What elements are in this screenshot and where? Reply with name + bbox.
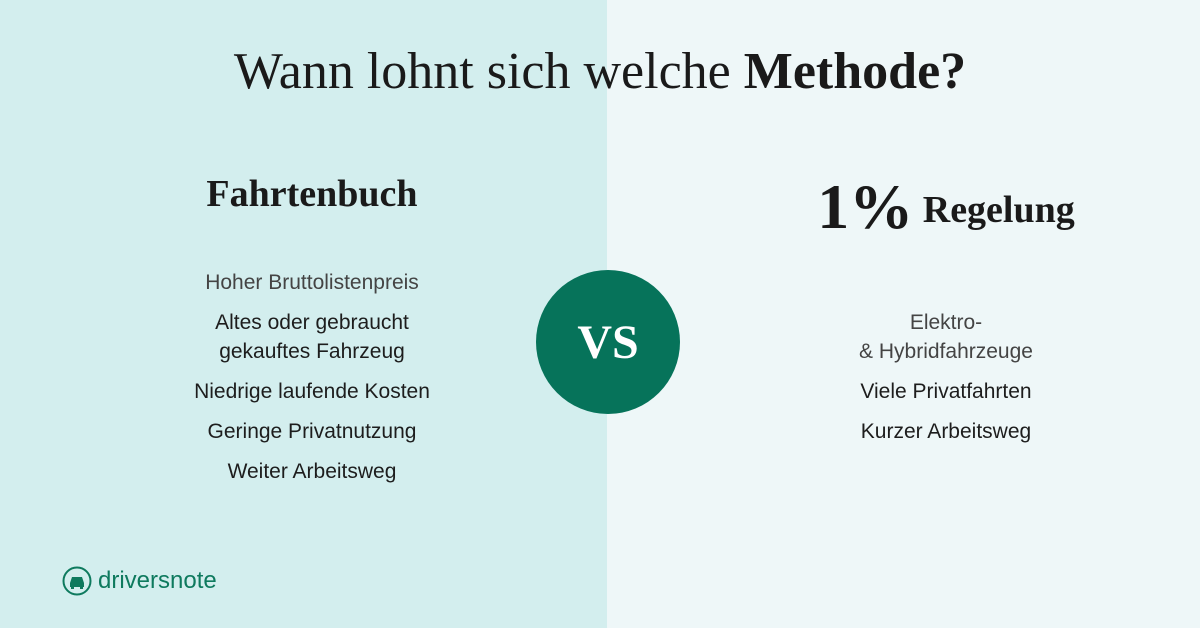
percent-symbol: 1%	[817, 171, 914, 242]
logo: driversnote	[62, 566, 217, 596]
item-line: gekauftes Fahrzeug	[219, 340, 405, 363]
left-heading: Fahrtenbuch	[206, 173, 418, 215]
item-line: Viele Privatfahrten	[860, 380, 1032, 403]
logo-text: driversnote	[98, 567, 217, 594]
list-item: Geringe Privatnutzung	[112, 417, 512, 446]
item-line: Niedrige laufende Kosten	[194, 380, 430, 403]
item-line: Hoher Bruttolistenpreis	[205, 271, 419, 294]
item-line: Altes oder gebraucht	[215, 311, 409, 334]
list-item: Weiter Arbeitsweg	[112, 457, 512, 486]
title-regular: Wann lohnt sich welche	[233, 43, 731, 100]
title: Wann lohnt sich welche Methode?	[0, 42, 1200, 101]
right-heading-wrap: 1% Regelung	[746, 170, 1146, 244]
item-line: Weiter Arbeitsweg	[227, 460, 397, 483]
left-panel	[0, 0, 607, 628]
list-item: Viele Privatfahrten	[746, 377, 1146, 406]
vs-badge: VS	[536, 270, 680, 414]
right-list: Elektro- & Hybridfahrzeuge Viele Privatfah…	[746, 308, 1146, 457]
item-line: Geringe Privatnutzung	[207, 420, 417, 443]
item-line: Elektro-	[909, 311, 983, 334]
logo-icon	[62, 566, 92, 596]
title-bold: Methode?	[743, 43, 967, 100]
list-item: Altes oder gebraucht gekauftes Fahrzeug	[112, 308, 512, 366]
item-line: Kurzer Arbeitsweg	[860, 420, 1032, 443]
left-list: Hoher Bruttolistenpreis Altes oder gebrau…	[112, 268, 512, 497]
item-line: & Hybridfahrzeuge	[859, 340, 1033, 363]
list-item: Elektro- & Hybridfahrzeuge	[746, 308, 1146, 366]
list-item: Hoher Bruttolistenpreis	[112, 268, 512, 297]
list-item: Kurzer Arbeitsweg	[746, 417, 1146, 446]
list-item: Niedrige laufende Kosten	[112, 377, 512, 406]
right-heading: Regelung	[922, 189, 1075, 231]
